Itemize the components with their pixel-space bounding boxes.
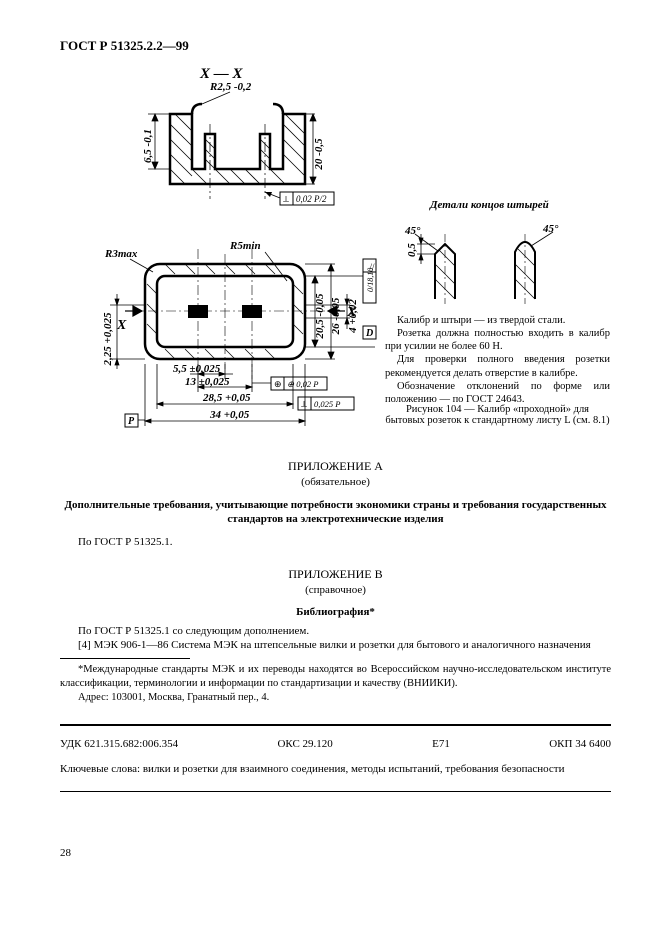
page-number: 28 [60,847,611,859]
section-mark: X — X [199,66,244,82]
svg-text:R2,5 -0,2: R2,5 -0,2 [209,81,252,93]
keywords: Ключевые слова: вилки и розетки для взаи… [60,762,611,776]
footnote-separator [60,658,190,659]
udk-code: УДК 621.315.682:006.354 [60,738,178,750]
svg-text:0,5: 0,5 [406,243,418,257]
svg-text://: // [369,262,375,272]
svg-text:R3max: R3max [104,248,138,260]
figure-area: X — X [60,64,611,449]
svg-text:5,5 ±0,025: 5,5 ±0,025 [173,363,221,375]
drawing-plan-view: X X R3max R5min [75,234,405,449]
svg-text:⟂: ⟂ [283,194,289,204]
oks-code: ОКС 29.120 [277,738,332,750]
figure-text-p2: Розетка должна полностью входить в калиб… [385,327,610,353]
svg-text:4 +0,02: 4 +0,02 [347,299,359,334]
svg-text:20,5 -0,05: 20,5 -0,05 [314,293,326,339]
appendix-a-subtitle: (обязательное) [60,476,611,488]
svg-text:34 +0,05: 34 +0,05 [209,409,250,421]
e-code: Е71 [432,738,450,750]
figure-text-p1: Калибр и штыри — из твердой стали. [385,314,610,327]
svg-text:D: D [365,328,373,339]
thick-rule-1 [60,724,611,726]
drawing-cross-section: X — X [115,64,395,224]
appendix-a-body-text: По ГОСТ Р 51325.1. [60,535,611,549]
svg-text:0,025 P: 0,025 P [314,399,340,409]
svg-text:0,02 P/2: 0,02 P/2 [296,194,327,204]
appendix-b-p1: По ГОСТ Р 51325.1 со следующим дополнени… [60,624,611,638]
pins-detail-drawing: 45° 0,5 45° [395,224,595,314]
footnote-1: *Международные стандарты МЭК и их перево… [60,663,611,690]
document-header: ГОСТ Р 51325.2.2—99 [60,38,611,54]
figure-side-text: Калибр и штыри — из твердой стали. Розет… [385,314,610,406]
appendix-b-p2: [4] МЭК 906-1—86 Система МЭК на штепсель… [60,638,611,652]
svg-text:⟂: ⟂ [301,399,307,409]
footnote-block: *Международные стандарты МЭК и их перево… [60,663,611,704]
svg-text:2,25 +0,025: 2,25 +0,025 [102,312,114,367]
appendix-a-body: По ГОСТ Р 51325.1. [60,535,611,549]
figure-text-p3: Для проверки полного введения розетки ре… [385,353,610,379]
svg-text:28,5 +0,05: 28,5 +0,05 [202,392,251,404]
svg-text:X: X [116,318,127,333]
pins-detail-label: Детали концов штырей [430,199,549,211]
thin-rule [60,791,611,792]
svg-text:45°: 45° [404,225,421,237]
footnote-2: Адрес: 103001, Москва, Гранатный пер., 4… [60,691,611,705]
svg-text:6,5 -0,1: 6,5 -0,1 [142,129,154,163]
appendix-b-title: ПРИЛОЖЕНИЕ В [60,567,611,582]
svg-text:13 ±0,025: 13 ±0,025 [185,376,230,388]
figure-caption: Рисунок 104 — Калибр «проходной» для быт… [385,404,610,426]
svg-text:⊕: ⊕ [274,379,282,389]
svg-text:R5min: R5min [229,240,261,252]
classification-codes: УДК 621.315.682:006.354 ОКС 29.120 Е71 О… [60,738,611,750]
svg-text:26 -0,05: 26 -0,05 [330,297,342,335]
appendix-a-title: ПРИЛОЖЕНИЕ А [60,459,611,474]
appendix-a-heading: Дополнительные требования, учитывающие п… [60,498,611,527]
appendix-b-body: По ГОСТ Р 51325.1 со следующим дополнени… [60,624,611,653]
svg-text:45°: 45° [542,224,559,235]
figure-text-p4: Обозначение отклонений по форме или поло… [385,380,610,406]
bibliography-title: Библиография* [60,606,611,618]
svg-text:20 -0,5: 20 -0,5 [313,138,325,171]
page: ГОСТ Р 51325.2.2—99 X — X [0,0,661,889]
svg-text:P: P [128,416,135,427]
svg-text:⊕ 0,02 P: ⊕ 0,02 P [287,379,318,389]
okp-code: ОКП 34 6400 [549,738,611,750]
appendix-b-subtitle: (справочное) [60,584,611,596]
